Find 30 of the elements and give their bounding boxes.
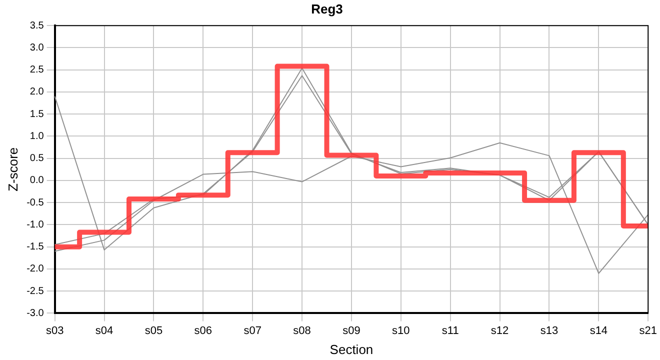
x-tick-label: s04 [95,324,114,337]
y-tick-label: -1.5 [26,242,44,253]
y-tick-label: 3.0 [30,42,44,54]
y-tick-label: 1.5 [30,108,44,120]
x-tick-label: s14 [590,324,608,337]
x-tick-label: s05 [144,324,163,337]
y-axis-title: Z-score [5,147,20,192]
y-tick-label: 2.5 [30,64,44,76]
x-tick-label: s11 [442,324,459,337]
y-tick-label: 0.0 [30,175,44,186]
x-tick-label: s07 [244,324,262,337]
y-tick-label: -3.0 [26,308,44,319]
x-tick-label: s03 [46,324,64,337]
x-tick-label: s09 [342,324,360,337]
x-tick-label: s06 [194,324,212,337]
y-tick-label: 0.5 [30,153,44,164]
y-tick-label: -2.0 [26,264,44,275]
x-tick-label: s13 [540,324,558,337]
x-tick-label: s08 [293,324,311,337]
x-tick-label: s12 [490,324,509,337]
y-tick-label: 3.5 [30,20,44,32]
y-tick-label: -1.0 [26,219,44,230]
x-tick-label: s21 [639,324,658,337]
chart-title: Reg3 [311,1,343,16]
y-tick-label: -2.5 [26,286,44,297]
y-tick-label: 1.0 [30,130,44,142]
y-tick-label: -0.5 [26,197,44,208]
y-tick-label: 2.0 [30,86,44,98]
x-axis-title: Section [330,342,374,357]
x-tick-label: s10 [392,324,410,337]
